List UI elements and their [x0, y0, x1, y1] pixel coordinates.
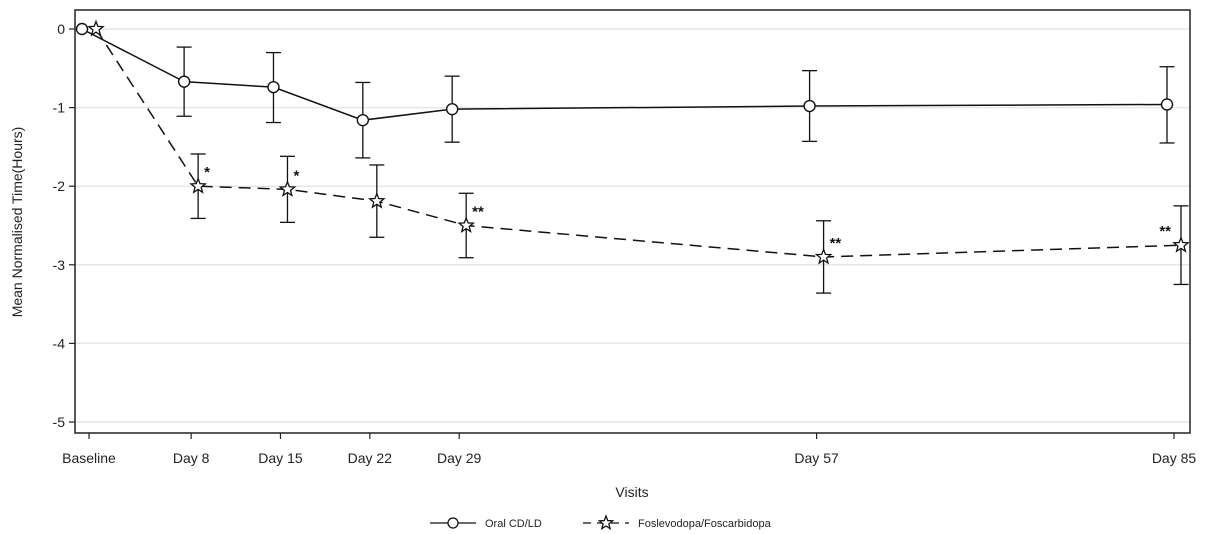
- data-point: [87, 19, 105, 37]
- legend-label: Oral CD/LD: [485, 518, 542, 530]
- y-tick-label: -4: [53, 335, 66, 351]
- series-layer: * *******: [75, 19, 1190, 294]
- data-point: [267, 80, 280, 94]
- data-point: [1160, 98, 1174, 111]
- data-point: [356, 113, 370, 127]
- legend-marker: [447, 517, 459, 529]
- y-tick-label: -1: [53, 100, 66, 116]
- x-tick-label: Day 85: [1152, 450, 1197, 466]
- data-point: [177, 75, 191, 88]
- data-point: [189, 176, 207, 194]
- legend: Oral CD/LD Foslevodopa/Foscarbidopa: [430, 514, 772, 531]
- data-point: [814, 247, 833, 265]
- y-tick-label: -5: [53, 414, 66, 430]
- axes: 0 -1 -2 -3 -4 -5 Baseline Day 8 Day 15 Day 22 Day …: [53, 21, 1197, 466]
- data-point: [278, 180, 297, 197]
- x-tick-label: Day 8: [173, 450, 210, 466]
- x-tick-label: Baseline: [62, 450, 116, 466]
- significance-label: **: [830, 235, 842, 252]
- y-tick-label: -2: [53, 178, 66, 194]
- x-tick-label: Day 22: [348, 450, 393, 466]
- data-point: [445, 102, 459, 116]
- legend-swatch: [583, 514, 629, 531]
- x-tick-label: Day 29: [437, 450, 482, 466]
- significance-label: **: [1159, 223, 1171, 240]
- y-tick-label: 0: [57, 21, 65, 37]
- series-foslevodopa-foscarbidopa: * *******: [87, 19, 1190, 294]
- data-point: [1172, 235, 1190, 253]
- series-oral-cd-ld: [75, 22, 1175, 159]
- significance-label: *: [204, 164, 210, 181]
- x-tick-label: Day 57: [794, 450, 839, 466]
- x-tick-label: Day 15: [258, 450, 303, 466]
- y-tick-label: -3: [53, 257, 66, 273]
- x-axis-title: Visits: [615, 484, 648, 500]
- significance-label: *: [293, 167, 299, 184]
- significance-label: **: [472, 204, 484, 221]
- data-point: [367, 191, 386, 209]
- legend-item: Oral CD/LD: [430, 517, 542, 530]
- series-line: [81, 28, 1168, 121]
- data-point: [457, 216, 476, 234]
- y-axis-title: Mean Normalised Time(Hours): [9, 127, 25, 318]
- legend-item: Foslevodopa/Foscarbidopa: [583, 514, 772, 531]
- data-point: [75, 22, 89, 36]
- legend-marker: [597, 514, 615, 531]
- gridlines: [75, 28, 1190, 423]
- data-point: [803, 99, 816, 113]
- plot-frame: [74, 9, 1191, 434]
- series-line: [95, 28, 1182, 258]
- legend-swatch: [430, 517, 476, 529]
- legend-label: Foslevodopa/Foscarbidopa: [638, 518, 772, 530]
